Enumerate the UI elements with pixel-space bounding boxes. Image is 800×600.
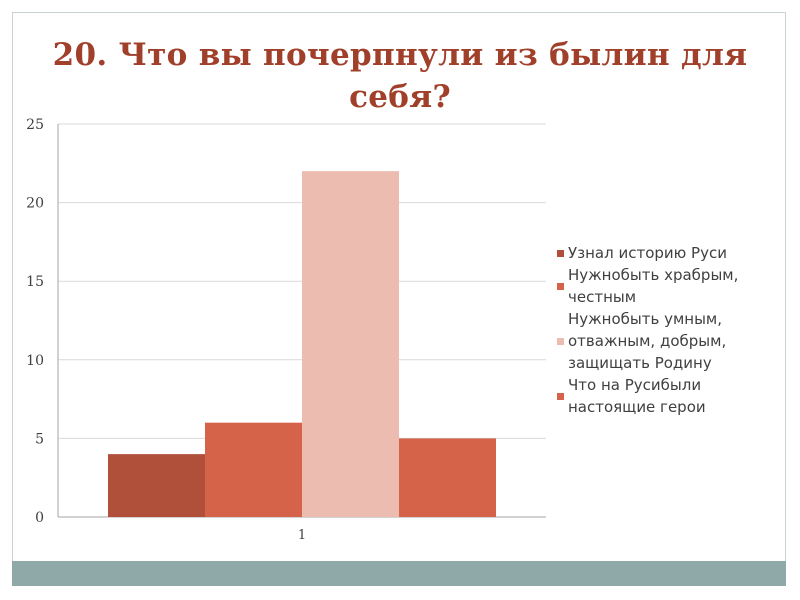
bar-series-3 [302, 171, 399, 517]
y-tick-label: 25 [26, 117, 44, 133]
legend-swatch [557, 338, 564, 345]
legend-label: честным [568, 288, 637, 306]
page-title: 20. Что вы почерпнули из былин для себя? [52, 37, 748, 115]
legend-label: защищать Родину [568, 354, 712, 372]
bar-series-2 [205, 422, 302, 517]
y-tick-label: 15 [26, 274, 44, 290]
y-tick-label: 20 [26, 196, 44, 212]
footer-band [12, 561, 786, 586]
bar-series-4 [399, 438, 496, 517]
legend-label: настоящие герои [568, 398, 706, 416]
y-tick-label: 5 [35, 431, 44, 447]
chart-legend: Узнал историю Руси Нужнобыть храбрым, чест… [555, 242, 790, 418]
legend-label: Узнал историю Руси [568, 244, 727, 262]
y-tick-label: 0 [35, 510, 44, 526]
x-tick-label: 1 [298, 528, 306, 543]
legend-swatch [557, 250, 564, 257]
legend-item: Что на Русибыли настоящие герои [555, 374, 790, 418]
legend-label: Что на Русибыли [568, 376, 702, 394]
legend-label: Нужнобыть храбрым, [568, 266, 739, 284]
legend-swatch [557, 283, 564, 290]
y-tick-label: 10 [26, 353, 44, 369]
legend-item: Нужнобыть храбрым, честным [555, 264, 790, 308]
legend-label: Нужнобыть умным, [568, 310, 723, 328]
legend-item: Нужнобыть умным, отважным, добрым, защищат… [555, 308, 790, 374]
bar-series-1 [108, 454, 205, 517]
legend-item: Узнал историю Руси [555, 242, 790, 264]
legend-swatch [557, 393, 564, 400]
legend-label: отважным, добрым, [568, 332, 727, 350]
